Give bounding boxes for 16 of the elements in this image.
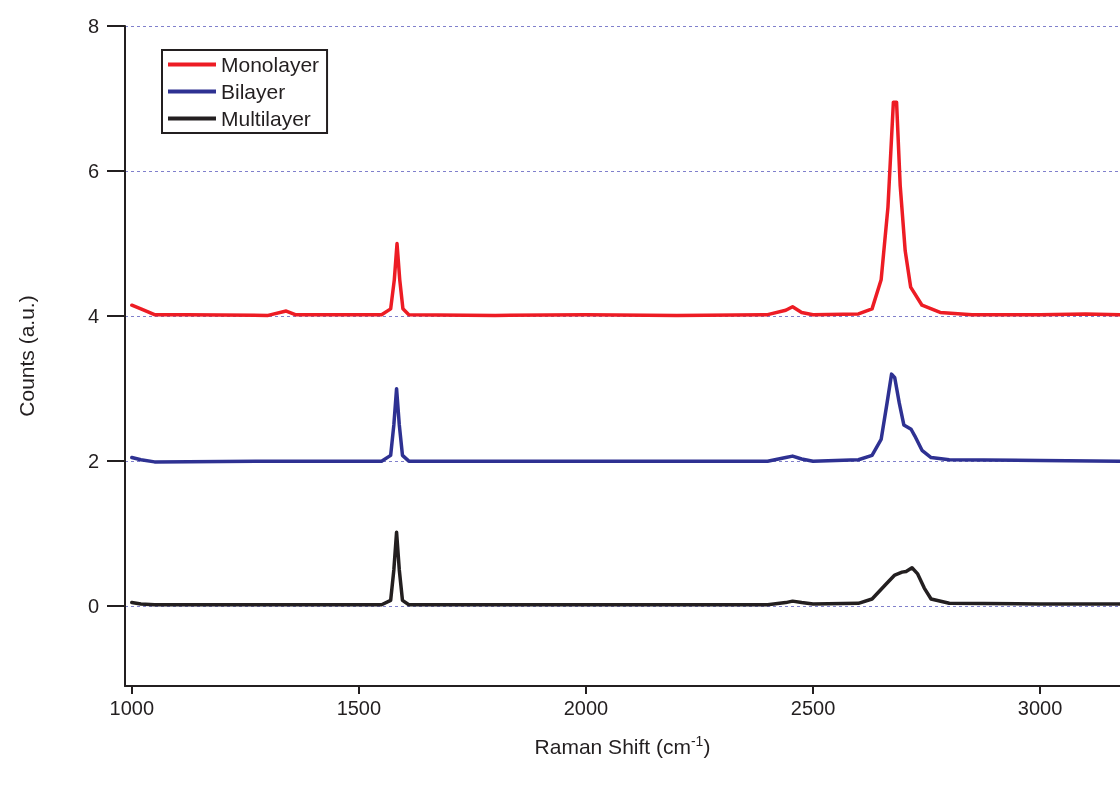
- y-tick-label: 0: [87, 595, 99, 618]
- x-tick-label: 2500: [790, 697, 836, 719]
- line-series: [130, 530, 1120, 607]
- x-tick-label: 3000: [1017, 697, 1063, 719]
- legend-label: Multilayer: [221, 107, 311, 130]
- y-tick-label: 8: [87, 15, 99, 37]
- y-tick-label: 2: [87, 450, 99, 473]
- legend-label: Bilayer: [221, 80, 286, 103]
- y-axis-title: Counts (a.u.): [15, 295, 38, 417]
- x-tick-label: 1000: [109, 697, 155, 719]
- line-series: [130, 372, 1120, 464]
- y-tick-label: 4: [87, 305, 99, 328]
- y-tick-label: 6: [87, 160, 99, 183]
- legend-label: Monolayer: [221, 53, 320, 76]
- x-tick-label: 2000: [563, 697, 609, 719]
- x-tick-label: 1500: [336, 697, 382, 719]
